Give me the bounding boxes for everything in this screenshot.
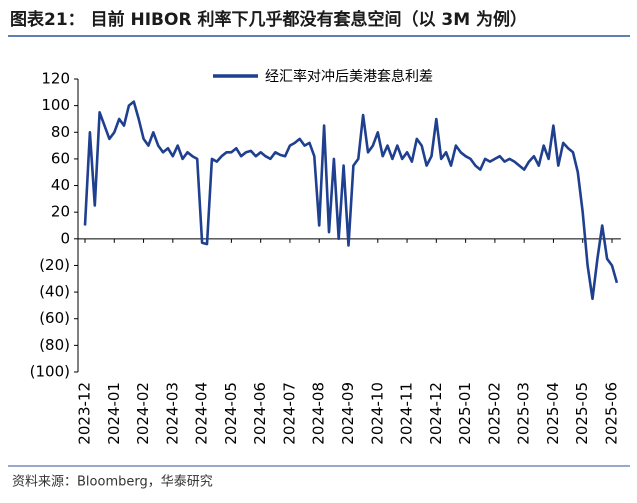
x-tick-label: 2024-07 [280, 382, 298, 445]
y-tick-label: 0 [60, 229, 70, 247]
x-tick-label: 2024-09 [339, 382, 357, 445]
source: 资料来源：Bloomberg，华泰研究 [12, 475, 213, 490]
x-tick-label: 2025-03 [515, 382, 533, 445]
y-tick-label: (80) [39, 336, 70, 354]
x-tick-label: 2024-04 [193, 382, 211, 445]
y-tick-label: (40) [39, 283, 70, 301]
x-tick-label: 2024-12 [427, 382, 445, 445]
y-tick-label: 100 [41, 96, 70, 114]
x-tick-label: 2024-01 [105, 382, 123, 445]
y-tick-label: 40 [51, 176, 70, 194]
x-tick-label: 2024-03 [163, 382, 181, 445]
series-line [83, 100, 619, 301]
y-tick-label: 20 [51, 203, 70, 221]
x-tick-label: 2025-04 [544, 382, 562, 445]
y-tick-label: 120 [41, 70, 70, 88]
x-tick-label: 2024-02 [134, 382, 152, 445]
x-tick-label: 2024-06 [251, 382, 269, 445]
y-tick-label: (100) [30, 363, 70, 381]
x-tick-label: 2024-05 [222, 382, 240, 445]
legend-label: 经汇率对冲后美港套息利差 [265, 68, 433, 85]
y-tick-label: (20) [39, 256, 70, 274]
x-tick-label: 2025-06 [603, 382, 621, 445]
y-tick-label: 60 [51, 149, 70, 167]
x-tick-label: 2024-11 [398, 382, 416, 445]
x-tick-label: 2025-05 [573, 382, 591, 445]
y-tick-label: (60) [39, 309, 70, 327]
x-tick-label: 2023-12 [76, 382, 94, 445]
x-tick-label: 2025-01 [456, 382, 474, 445]
x-tick-label: 2024-10 [368, 382, 386, 445]
chart-title: 图表21： 目前 HIBOR 利率下几乎都没有套息空间（以 3M 为例） [10, 9, 527, 30]
x-tick-label: 2025-02 [485, 382, 503, 445]
y-tick-label: 80 [51, 123, 70, 141]
x-tick-label: 2024-08 [310, 382, 328, 445]
